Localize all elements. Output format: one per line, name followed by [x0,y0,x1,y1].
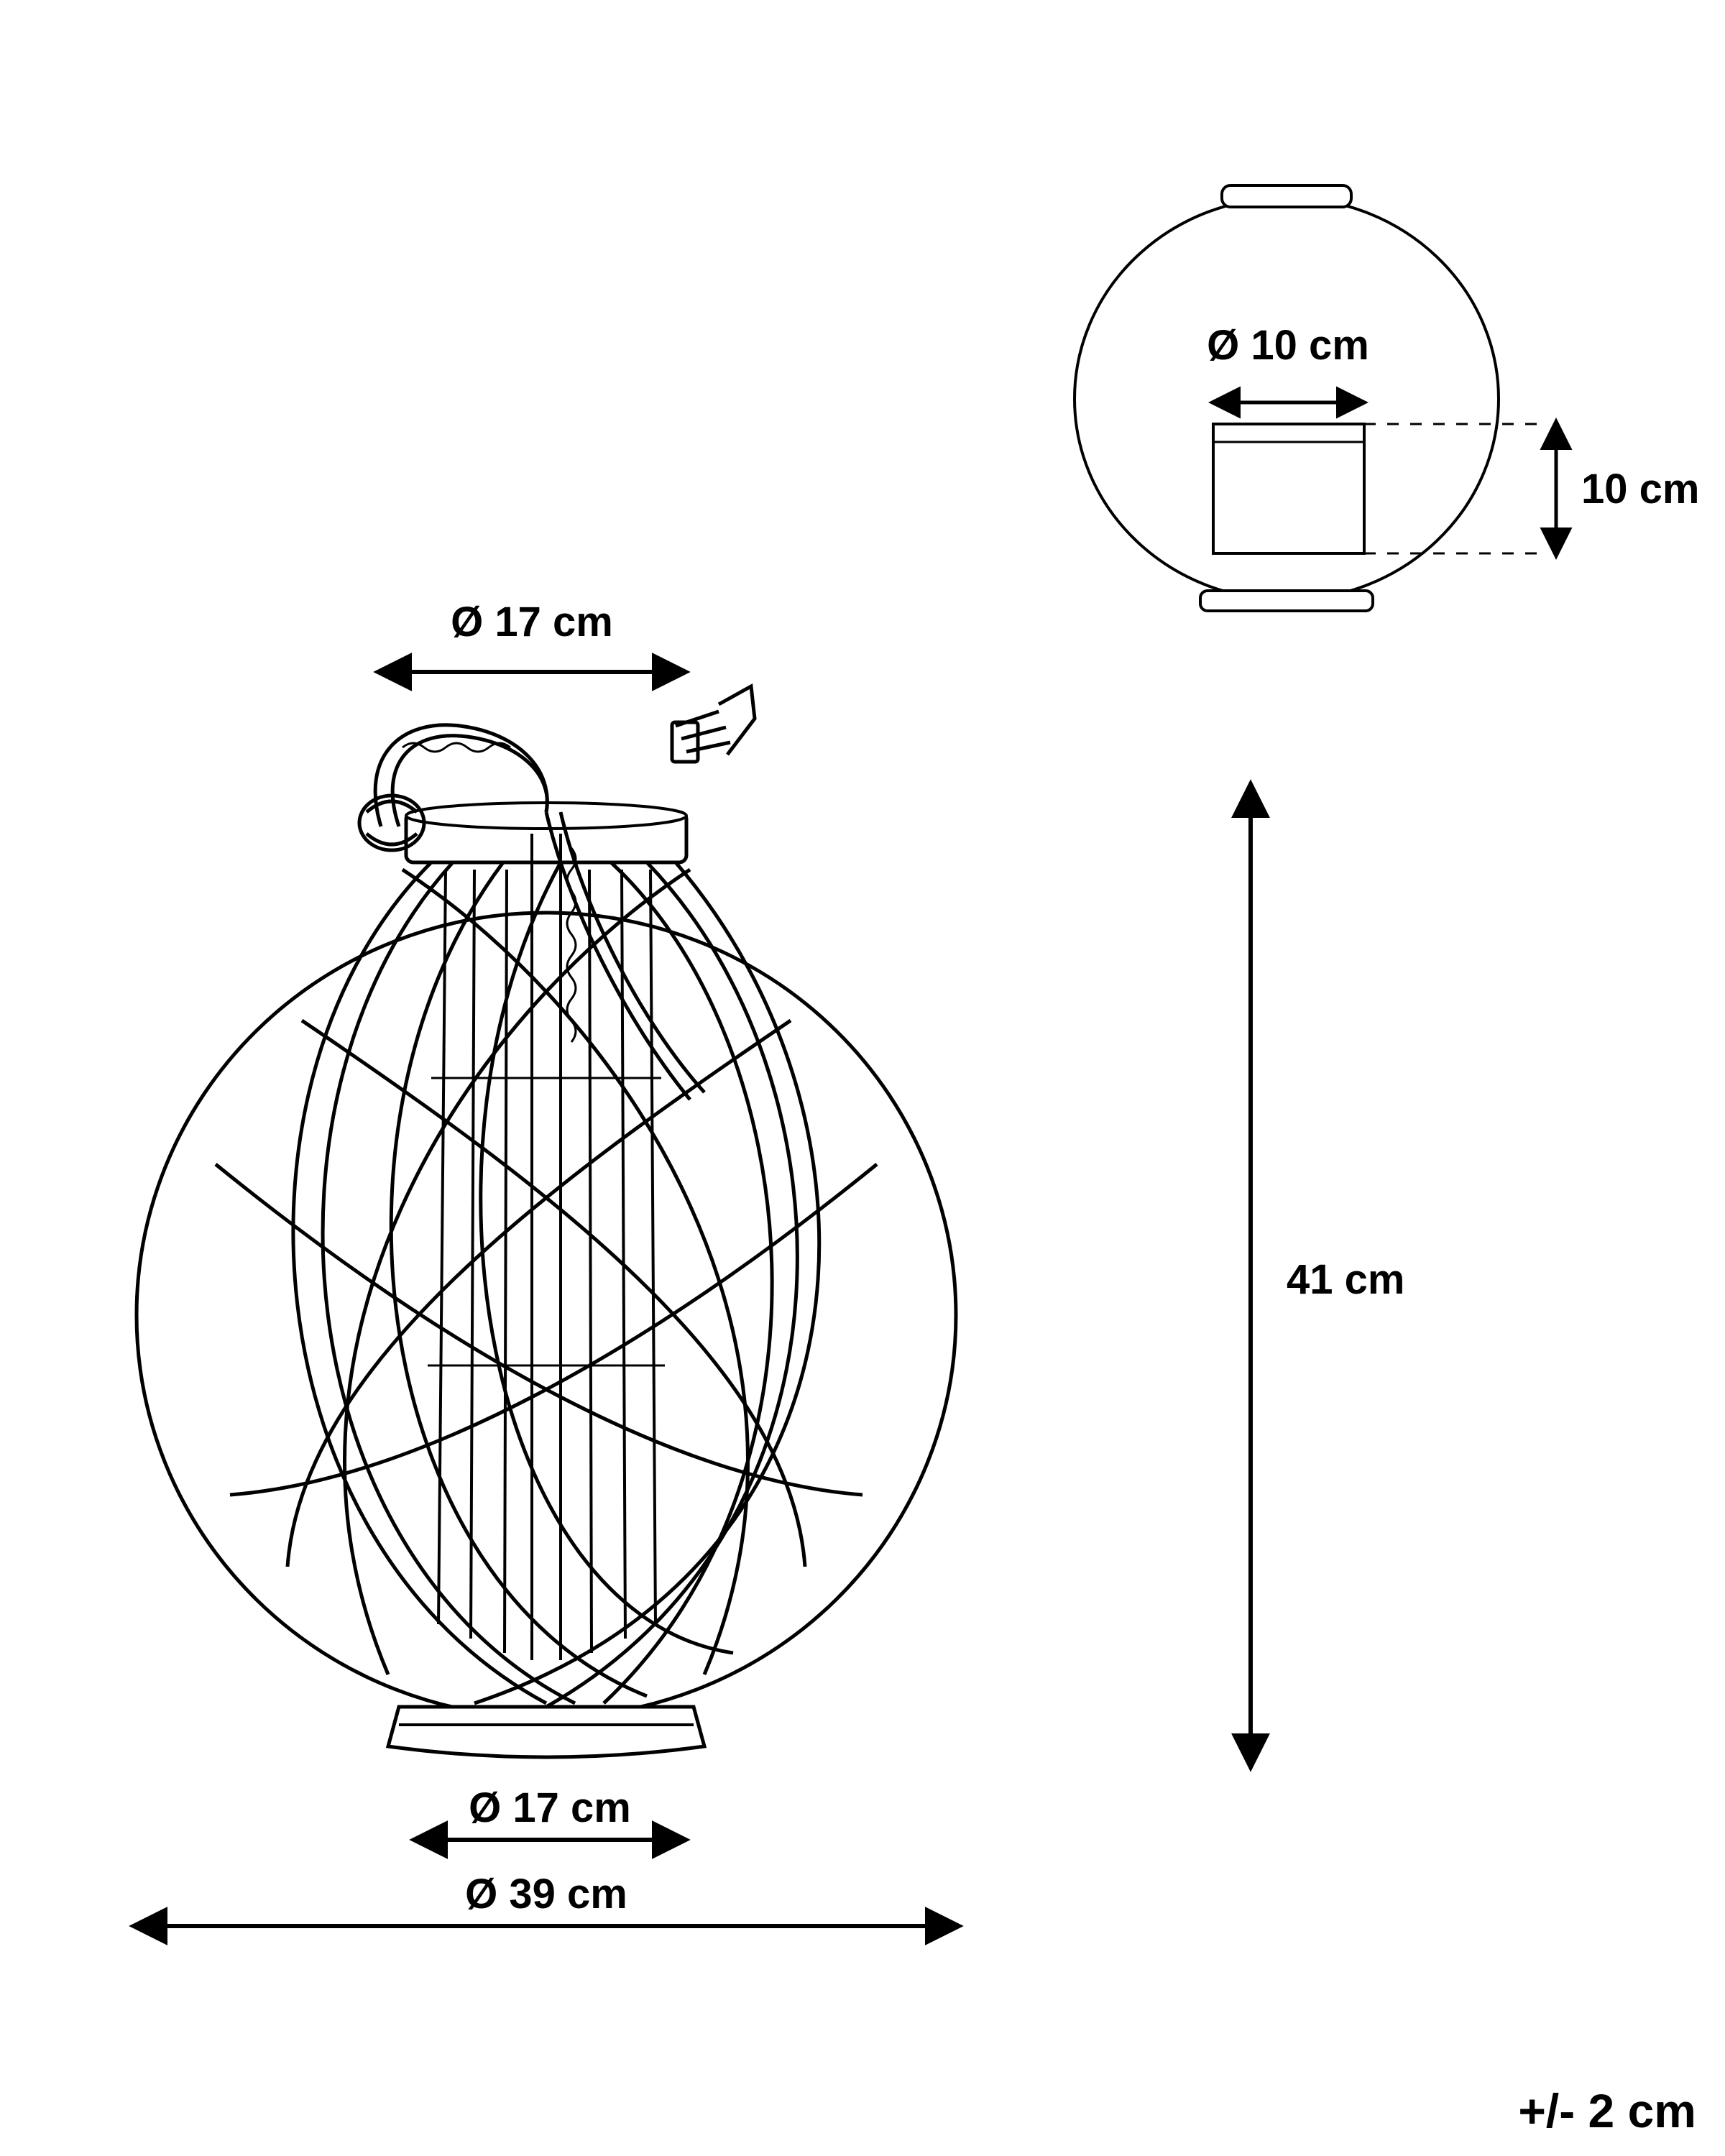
label-base-inner: Ø 17 cm [469,1784,631,1831]
label-top-opening: Ø 17 cm [451,599,613,645]
label-main-height: 41 cm [1287,1256,1404,1303]
base-inner-dim: Ø 17 cm [417,1784,683,1840]
inset-height-dim: 10 cm [1556,424,1699,553]
base-outer-dim: Ø 39 cm [137,1871,956,1926]
label-base-outer: Ø 39 cm [465,1871,627,1917]
inset-inner-diameter-dim: Ø 10 cm [1207,322,1369,402]
inset-view [1075,185,1538,611]
main-height-dim: 41 cm [1251,787,1404,1764]
label-inset-height: 10 cm [1581,466,1699,512]
label-tolerance: +/- 2 cm [1518,2084,1696,2137]
top-opening-dim: Ø 17 cm [381,599,683,672]
main-view [137,686,956,1757]
label-inset-inner: Ø 10 cm [1207,322,1369,369]
dimension-diagram: Ø 10 cm 10 cm [0,0,1725,2156]
